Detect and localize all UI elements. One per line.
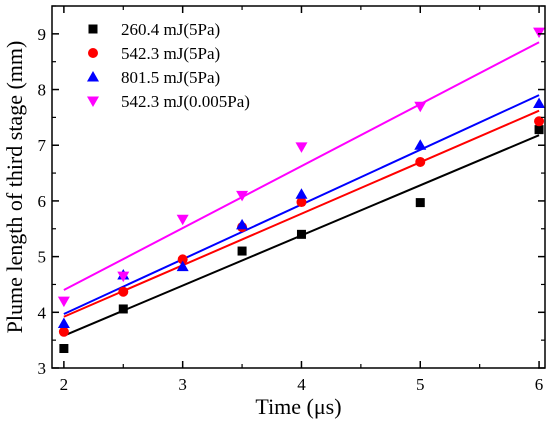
data-point-series-4 — [176, 214, 189, 226]
x-tick-label: 4 — [297, 375, 306, 394]
data-point-series-1 — [59, 344, 69, 354]
y-tick-label: 9 — [38, 25, 47, 44]
data-point-series-3 — [295, 188, 308, 199]
data-point-series-3 — [236, 218, 249, 230]
data-point-series-2 — [296, 197, 307, 208]
data-point-series-2 — [177, 254, 188, 265]
x-tick-label: 2 — [60, 375, 69, 394]
data-point-series-2 — [118, 286, 129, 297]
data-point-series-1 — [296, 229, 306, 239]
fit-line-series-2 — [63, 109, 540, 318]
legend-marker-series-3 — [87, 71, 99, 82]
data-point-series-2 — [534, 116, 545, 127]
data-point-series-3 — [533, 97, 546, 108]
data-point-series-2 — [415, 156, 426, 167]
legend-label-series-1: 260.4 mJ(5Pa) — [121, 20, 220, 39]
legend: 260.4 mJ(5Pa) 542.3 mJ(5Pa) 801.5 mJ(5Pa) 5… — [87, 20, 250, 111]
legend-marker-series-4 — [87, 96, 99, 107]
data-point-series-3 — [414, 139, 427, 150]
y-tick-label: 3 — [38, 359, 47, 378]
legend-label-series-3: 801.5 mJ(5Pa) — [121, 68, 220, 87]
data-markers — [57, 27, 546, 354]
data-point-series-4 — [117, 271, 130, 283]
x-tick-label: 3 — [178, 375, 187, 394]
x-axis-title: Time (μs) — [255, 394, 341, 419]
legend-label-series-4: 542.3 mJ(0.005Pa) — [121, 92, 250, 111]
y-tick-label: 8 — [38, 81, 47, 100]
legend-marker-series-2 — [88, 48, 98, 58]
data-point-series-4 — [236, 190, 249, 202]
data-point-series-4 — [295, 142, 308, 153]
y-axis-title: Plume length of third stage (mm) — [2, 41, 27, 334]
data-point-series-4 — [414, 101, 427, 113]
y-tick-label: 7 — [38, 136, 47, 155]
data-point-series-3 — [57, 317, 70, 328]
x-tick-label: 6 — [535, 375, 544, 394]
data-point-series-3 — [176, 260, 189, 272]
y-tick-label: 4 — [38, 303, 47, 322]
data-point-series-4 — [533, 27, 546, 39]
legend-marker-series-1 — [88, 24, 98, 34]
plot-frame — [51, 5, 546, 369]
y-tick-label: 6 — [38, 192, 47, 211]
data-point-series-1 — [415, 198, 425, 208]
data-point-series-1 — [534, 125, 544, 135]
x-tick-label: 5 — [416, 375, 425, 394]
data-point-series-1 — [118, 304, 128, 314]
data-point-series-4 — [57, 296, 70, 308]
legend-label-series-2: 542.3 mJ(5Pa) — [121, 44, 220, 63]
fit-line-series-4 — [63, 41, 540, 291]
y-tick-label: 5 — [38, 248, 47, 267]
data-point-series-2 — [58, 326, 69, 337]
data-point-series-1 — [237, 246, 247, 256]
